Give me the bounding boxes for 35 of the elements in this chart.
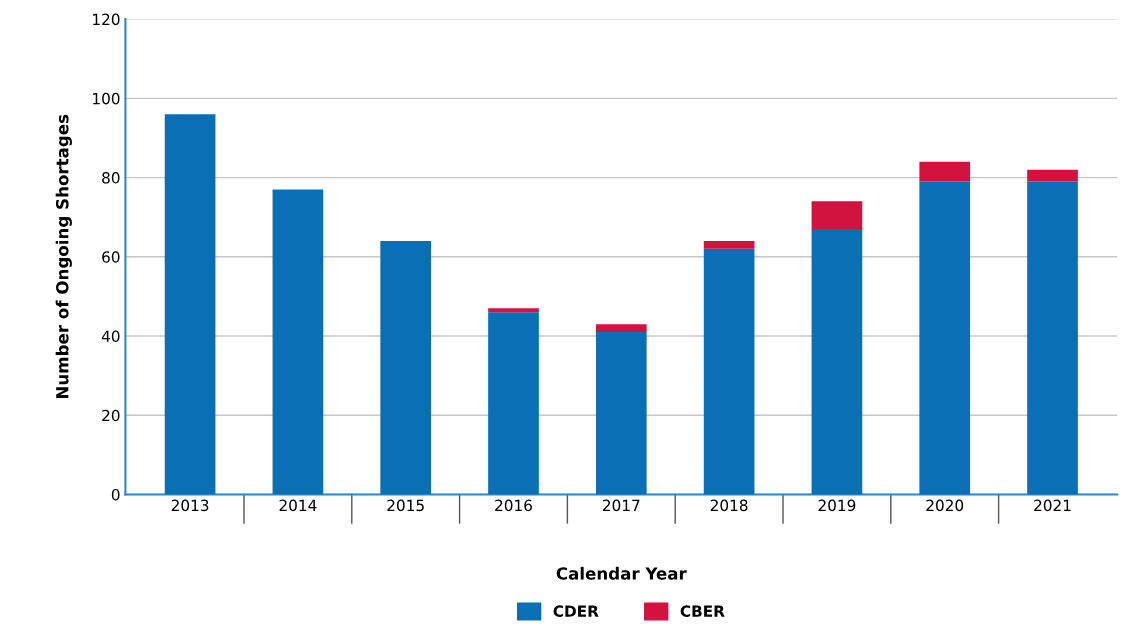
y-tick-label: 0 [111,488,120,501]
bar [703,248,755,495]
bar [919,181,971,495]
bar [1027,169,1078,182]
bar [164,114,216,495]
x-tick-label: 2018 [710,499,748,512]
legend-label: CDER [553,605,599,617]
bar [703,240,755,249]
x-tick-label: 2013 [171,499,209,512]
x-tick-label: 2015 [387,499,424,512]
bar [1027,181,1078,495]
bar [272,189,324,495]
bar [811,201,863,230]
x-tick-label: 2017 [602,499,640,512]
x-tick-label: 2021 [1034,499,1071,512]
bar [811,229,863,495]
y-tick-label: 60 [102,251,120,263]
legend-label: CBER [680,605,725,617]
bar [595,332,647,495]
x-axis-title: Calendar Year [556,566,687,580]
bar [595,324,647,333]
bar [380,240,432,495]
bar [919,161,971,182]
y-tick-label: 20 [102,409,120,422]
y-tick-label: 40 [101,330,120,343]
y-tick-label: 80 [102,172,120,184]
y-tick-label: 100 [93,92,120,105]
bar [488,308,539,313]
x-tick-label: 2016 [495,499,532,512]
y-axis-title: Number of Ongoing Shortages [55,114,72,399]
x-tick-label: 2019 [818,499,856,512]
bar [488,312,539,495]
x-tick-label: 2020 [926,499,964,512]
x-tick-label: 2014 [279,499,317,512]
y-tick-label: 120 [93,13,120,26]
